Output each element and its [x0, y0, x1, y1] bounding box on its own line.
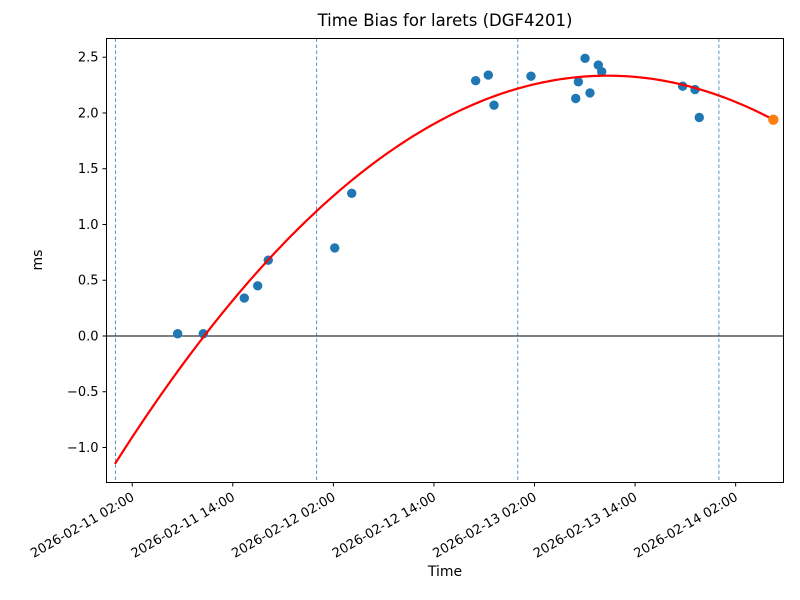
x-tick-label: 2026-02-13 14:00 [531, 490, 640, 562]
x-tick-label: 2026-02-12 02:00 [229, 490, 338, 562]
y-tick-label: 2.0 [78, 106, 99, 121]
observed-bias-marker [347, 188, 357, 198]
observed-bias-marker [330, 243, 340, 253]
observed-bias-marker [580, 53, 590, 64]
axes-spines [106, 38, 784, 483]
quadratic-fit-curve [114, 74, 775, 465]
y-tick-label: −1.0 [67, 441, 99, 456]
observed-bias-marker [694, 112, 704, 123]
observed-bias-marker [470, 75, 481, 86]
chart-title: Time Bias for larets (DGF4201) [317, 11, 573, 30]
observed-bias-marker [571, 93, 581, 104]
observed-bias-marker [585, 88, 595, 98]
observed-bias-marker [489, 100, 499, 110]
observed-bias-marker [172, 329, 183, 339]
latest-point-marker [768, 114, 779, 125]
observed-bias-marker [198, 329, 208, 339]
observed-bias-marker [252, 281, 263, 291]
observed-bias-marker [526, 71, 536, 81]
observed-bias-marker [597, 67, 607, 77]
y-tick-label: −0.5 [67, 385, 99, 400]
x-tick-label: 2026-02-13 02:00 [431, 490, 540, 562]
observed-bias-marker [573, 77, 584, 87]
observed-bias-marker [483, 70, 494, 80]
y-tick-label: 1.5 [78, 162, 99, 177]
observed-bias-marker [239, 293, 249, 303]
y-tick-label: 0.0 [78, 329, 99, 344]
y-tick-label: 0.5 [78, 274, 99, 289]
y-tick-label: 1.0 [78, 218, 99, 233]
y-tick-label: 2.5 [78, 51, 99, 66]
x-tick-label: 2026-02-11 02:00 [28, 490, 137, 562]
x-tick-label: 2026-02-11 14:00 [129, 490, 238, 562]
x-tick-label: 2026-02-12 14:00 [330, 490, 439, 562]
x-axis-label: Time [427, 564, 463, 580]
x-tick-label: 2026-02-14 02:00 [632, 490, 741, 562]
